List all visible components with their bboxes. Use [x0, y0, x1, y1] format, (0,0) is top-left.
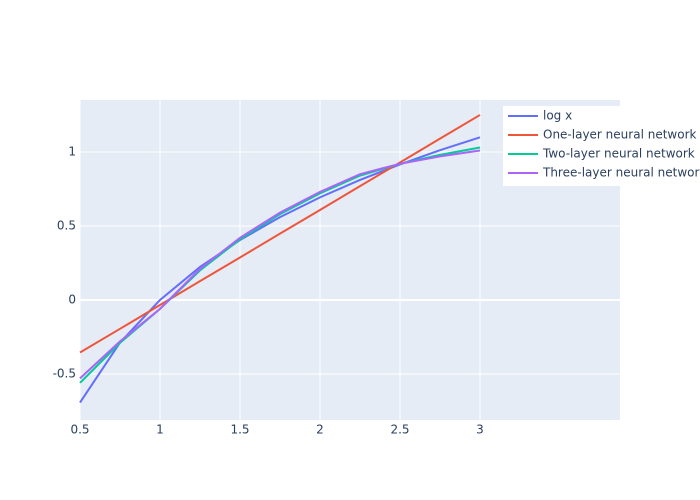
series-line	[79, 136, 481, 404]
y-tick-label: 0	[68, 292, 76, 306]
legend-label: Three-layer neural network	[542, 166, 700, 180]
legend-label: log x	[543, 109, 572, 123]
x-tick-label: 1.5	[230, 423, 249, 437]
legend: log x One-layer neural network Two-layer n…	[503, 106, 700, 186]
legend-label: One-layer neural network	[543, 128, 696, 142]
x-tick-label: 2.5	[390, 423, 409, 437]
x-tick-label: 3	[476, 423, 484, 437]
y-tick-label: 1	[68, 144, 76, 158]
x-tick-label: 1	[156, 423, 164, 437]
series-line	[79, 149, 481, 380]
y-tick-label: 0.5	[57, 218, 76, 232]
y-tick-label: -0.5	[53, 366, 76, 380]
lines	[79, 114, 481, 404]
labels: -0.5 0 0.5 1 0.5 1 1.5 2 2.5 3	[53, 144, 484, 436]
series-line	[79, 114, 481, 354]
legend-label: Two-layer neural network	[542, 147, 695, 161]
x-tick-label: 0.5	[70, 423, 89, 437]
x-tick-label: 2	[316, 423, 324, 437]
